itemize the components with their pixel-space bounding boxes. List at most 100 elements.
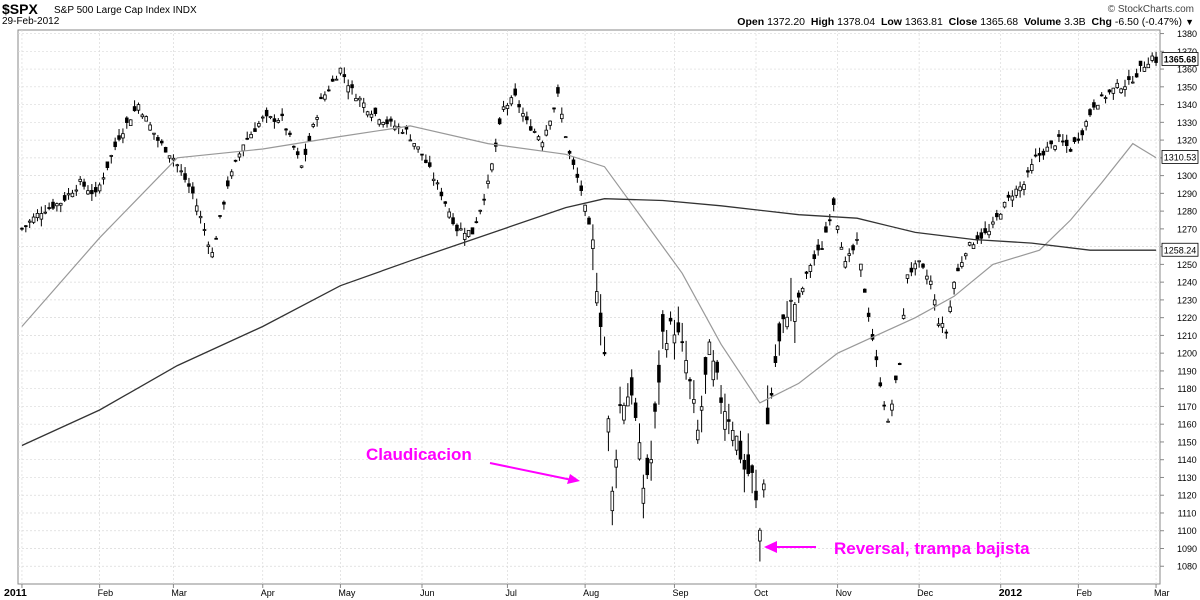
- y-tick-label: 1190: [1177, 366, 1196, 376]
- y-tick-label: 1290: [1177, 189, 1197, 199]
- candle-body: [878, 382, 883, 387]
- candle-body: [859, 263, 863, 271]
- ticker-symbol: $SPX: [2, 1, 38, 17]
- candle-body: [657, 364, 661, 383]
- price-tag: 1365.68: [1164, 54, 1197, 64]
- candle-body: [47, 207, 51, 209]
- candle-body: [1014, 188, 1018, 196]
- candle-body: [125, 117, 129, 123]
- claudicacion-arrow-line: [489, 462, 573, 481]
- candle-body: [350, 84, 354, 89]
- candle-body: [1006, 194, 1011, 198]
- candle-body: [280, 113, 284, 117]
- low-label: Low: [880, 16, 902, 28]
- candle-body: [509, 97, 514, 105]
- y-tick-label: 1160: [1177, 420, 1196, 430]
- candle-body: [319, 96, 323, 100]
- candle-body: [501, 106, 506, 110]
- candle-body: [435, 182, 440, 185]
- candle-body: [828, 219, 832, 222]
- candle-body: [901, 314, 906, 319]
- candle-body: [132, 106, 137, 112]
- candle-body: [167, 155, 172, 159]
- candle-body: [637, 442, 642, 460]
- high-value: 1378.04: [837, 16, 876, 28]
- candle-body: [86, 190, 90, 195]
- candle-body: [420, 153, 424, 156]
- candle-body: [552, 107, 556, 110]
- ma200-tag-box: [1161, 242, 1199, 257]
- candle-body: [781, 314, 785, 320]
- candle-body: [909, 267, 914, 273]
- candle-body: [307, 135, 312, 142]
- candle-body: [334, 78, 339, 81]
- candle-body: [128, 119, 133, 126]
- candle-body: [113, 141, 117, 148]
- candle-body: [979, 232, 984, 239]
- candle-body: [602, 352, 607, 355]
- candle-body: [664, 343, 669, 351]
- triangle-down-icon[interactable]: ▼: [1185, 17, 1194, 27]
- candle-body: [459, 228, 463, 231]
- y-tick-label: 1330: [1177, 118, 1197, 128]
- x-tick-label: May: [338, 588, 356, 598]
- candle-body: [812, 254, 817, 260]
- candle-body: [299, 165, 304, 168]
- candle-body: [746, 454, 751, 474]
- candle-body: [1107, 89, 1112, 93]
- candle-body: [470, 227, 475, 235]
- y-tick-label: 1370: [1177, 47, 1197, 57]
- candle-body: [424, 159, 428, 164]
- chg-label: Chg: [1091, 16, 1112, 28]
- candle-body: [824, 226, 828, 233]
- candle-body: [117, 135, 121, 140]
- candle-body: [443, 201, 448, 204]
- candle-body: [264, 109, 269, 117]
- candle-body: [346, 85, 350, 93]
- volume-value: 3.3B: [1064, 16, 1086, 28]
- candle-body: [711, 360, 716, 381]
- candle-body: [1053, 145, 1057, 150]
- candle-body: [389, 118, 393, 122]
- candle-body: [24, 225, 28, 228]
- candle-body: [35, 212, 40, 219]
- candle-body: [90, 190, 94, 195]
- claudicacion-arrowhead: [567, 474, 580, 484]
- candle-body: [373, 107, 378, 115]
- candle-body: [342, 74, 347, 78]
- candle-body: [758, 529, 762, 542]
- annotation-claudicacion: Claudicacion: [366, 445, 472, 464]
- candle-body: [62, 195, 67, 201]
- candle-body: [560, 113, 564, 120]
- candle-body: [171, 157, 176, 161]
- candle-body: [719, 397, 723, 403]
- candle-body: [237, 153, 242, 158]
- candle-body: [1099, 94, 1104, 97]
- candle-body: [695, 429, 700, 441]
- candle-body: [427, 162, 432, 167]
- candle-body: [474, 221, 479, 224]
- candle-body: [796, 292, 801, 298]
- candle-body: [447, 211, 451, 218]
- ma200-tag: 1258.24: [1164, 245, 1197, 255]
- candle-body: [641, 487, 646, 504]
- price-tag-box: [1161, 52, 1199, 66]
- candle-body: [486, 180, 490, 184]
- candle-body: [866, 312, 871, 317]
- candle-body: [31, 216, 36, 223]
- candle-body: [416, 146, 420, 150]
- y-tick-label: 1110: [1178, 508, 1197, 518]
- candle-body: [369, 113, 374, 118]
- candle-body: [136, 104, 141, 111]
- candle-body: [1010, 195, 1015, 201]
- candle-body: [831, 198, 836, 205]
- y-tick-label: 1300: [1177, 171, 1197, 181]
- x-tick-label: Feb: [1076, 588, 1092, 598]
- candle-body: [750, 465, 754, 473]
- ma50-tag-box: [1161, 150, 1199, 164]
- candle-body: [1041, 150, 1046, 156]
- y-tick-label: 1150: [1177, 437, 1196, 447]
- x-tick-label: Mar: [1154, 588, 1170, 598]
- candle-body: [43, 211, 48, 214]
